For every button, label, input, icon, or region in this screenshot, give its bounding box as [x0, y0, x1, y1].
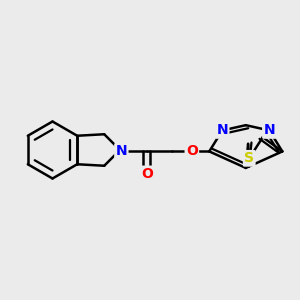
Text: S: S: [244, 151, 254, 165]
Text: N: N: [263, 123, 275, 137]
Text: O: O: [141, 167, 153, 181]
Text: N: N: [217, 123, 228, 137]
Text: N: N: [116, 144, 127, 158]
Text: O: O: [186, 144, 198, 158]
